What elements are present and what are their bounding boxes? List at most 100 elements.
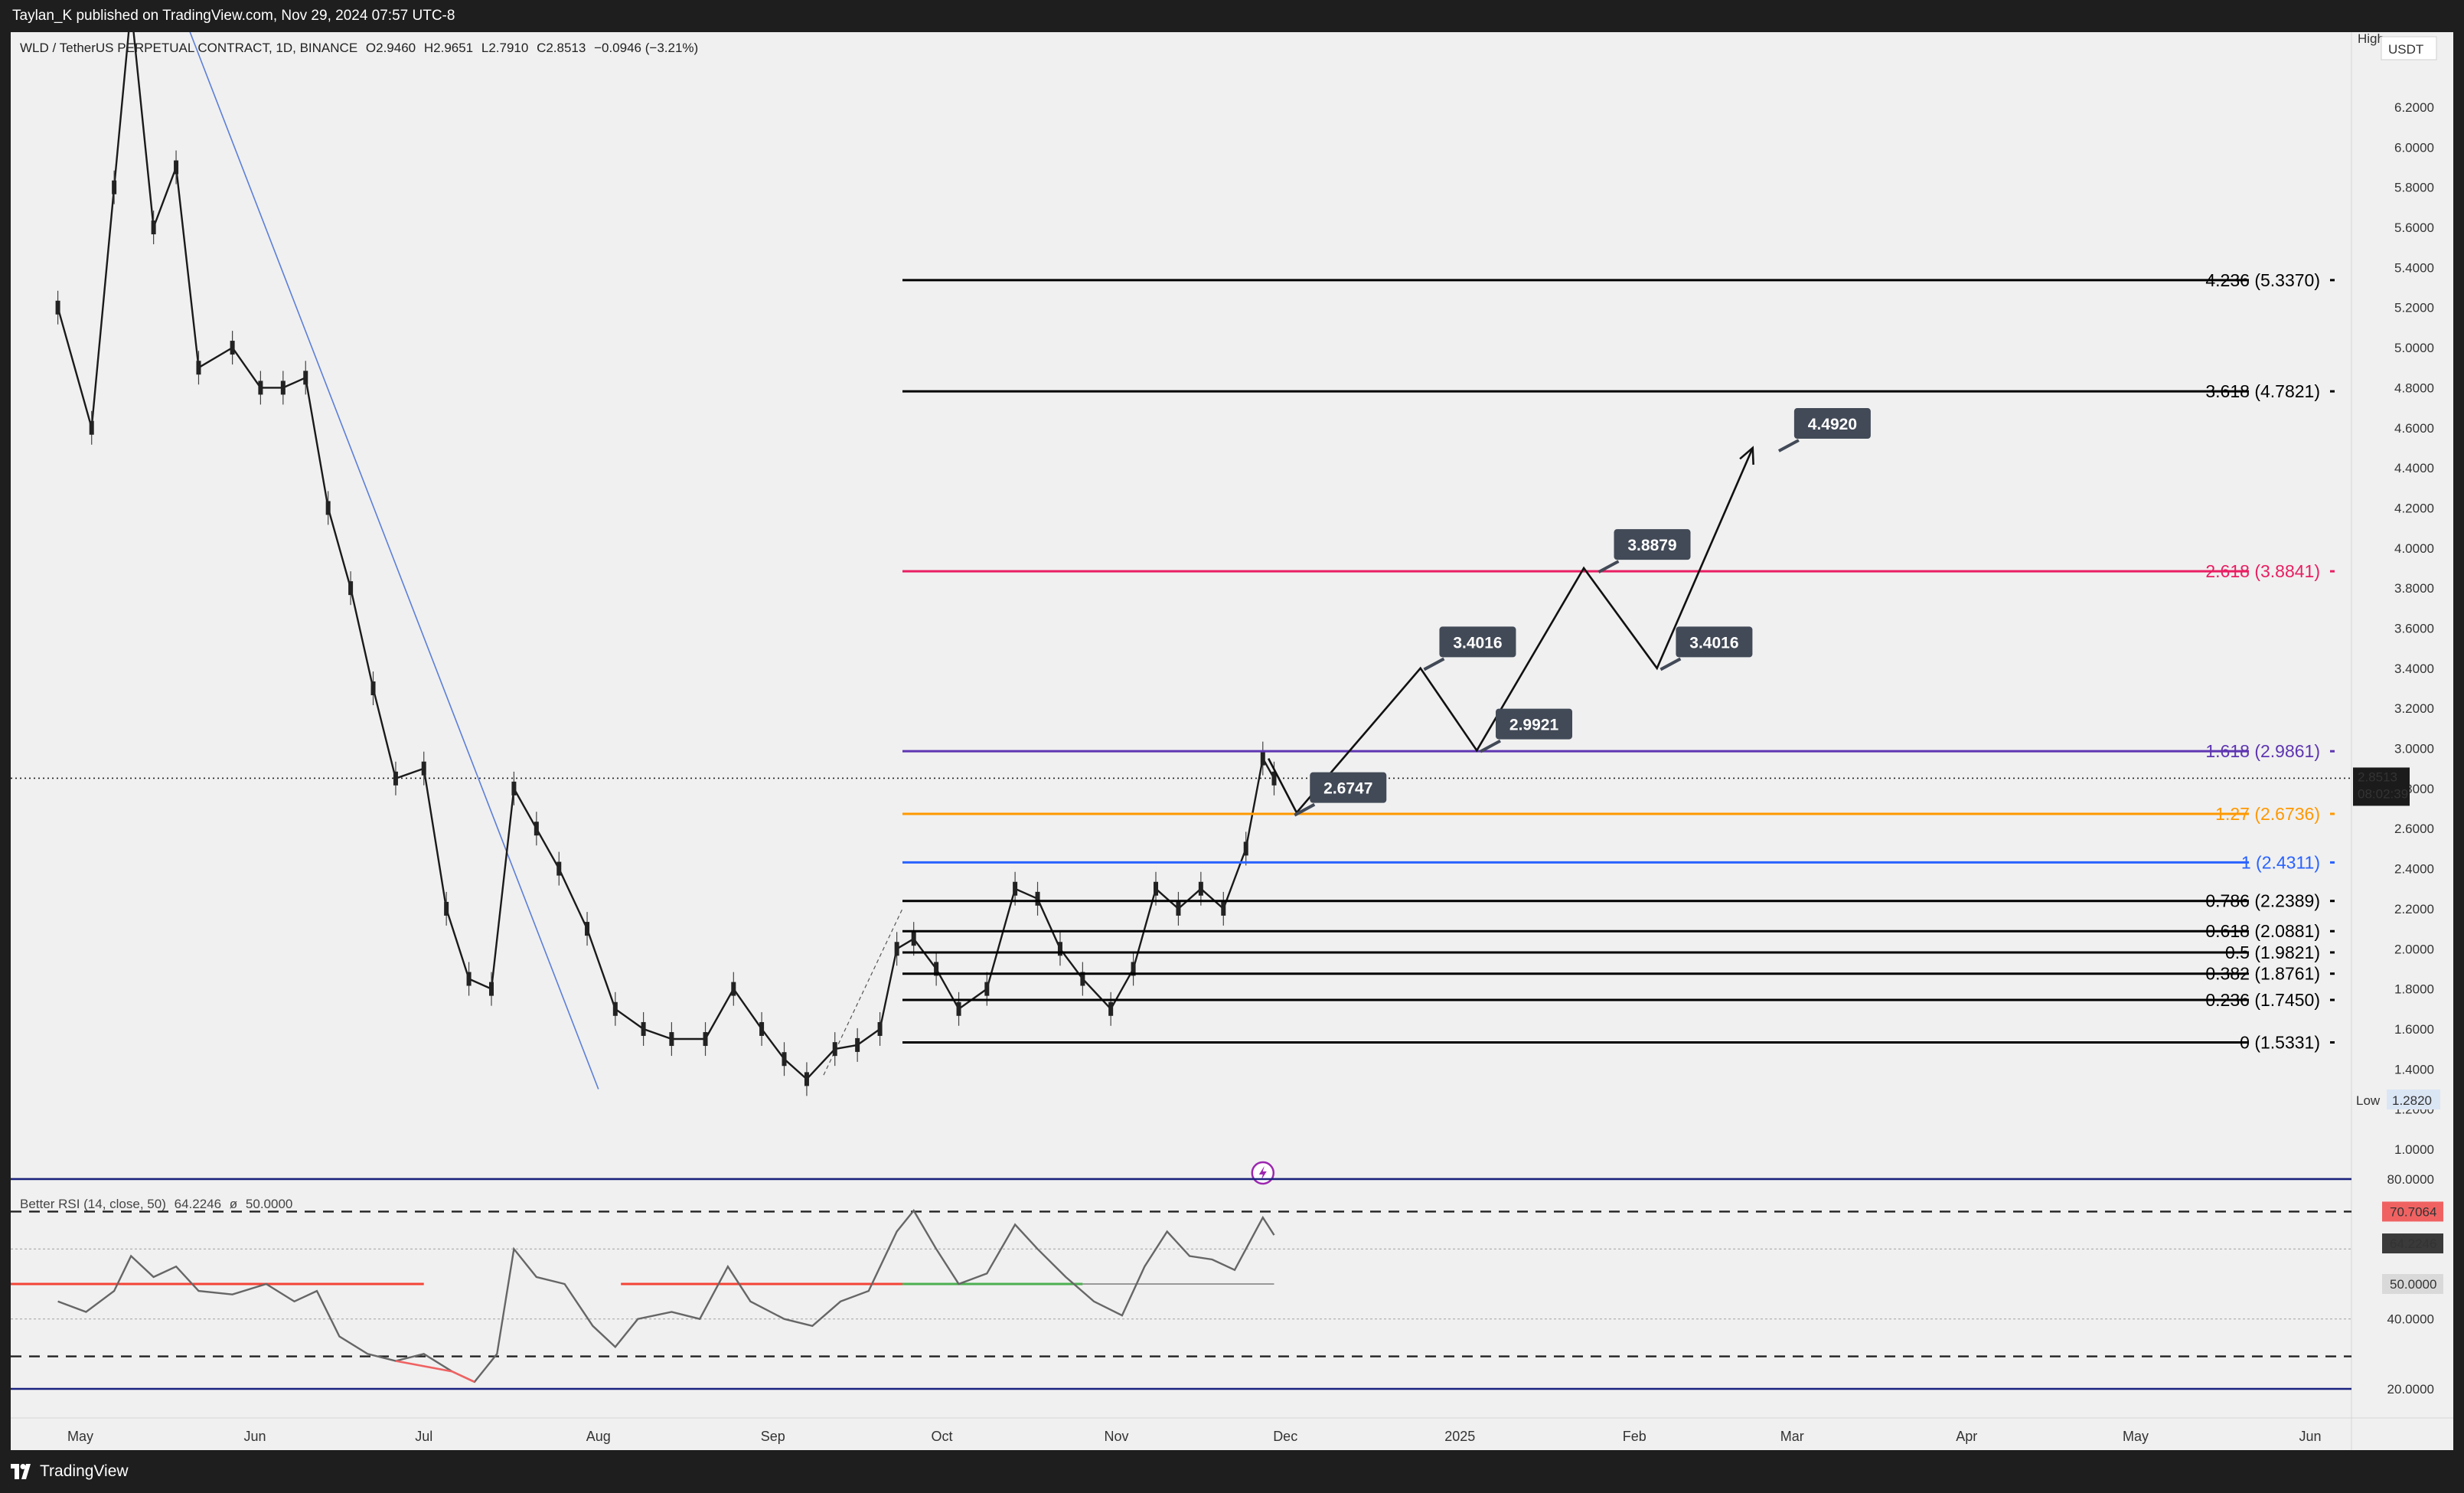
price-axis-ticks: 1.00001.20001.40001.60001.80002.00002.20…	[2394, 100, 2434, 1157]
month-label: Aug	[586, 1429, 611, 1444]
callout-box	[1310, 772, 1387, 803]
downtrend-line	[189, 32, 599, 1090]
price-tick-label: 5.2000	[2394, 301, 2434, 315]
price-candle	[444, 901, 449, 916]
price-candle	[1131, 962, 1136, 976]
price-candle	[1013, 881, 1018, 896]
rsi-mid: 50.0000	[245, 1197, 293, 1211]
price-candle	[877, 1021, 883, 1036]
price-tick-label: 1.0000	[2394, 1142, 2434, 1157]
price-candle	[956, 1001, 961, 1016]
price-tick-label: 4.0000	[2394, 541, 2434, 556]
price-candle	[55, 300, 60, 315]
projection-arrowhead	[1739, 446, 1754, 465]
month-label: 2025	[1444, 1429, 1475, 1444]
price-candle	[421, 761, 426, 776]
callout-pointer	[1294, 802, 1316, 817]
price-tick-label: 5.6000	[2394, 221, 2434, 235]
currency-label: USDT	[2388, 42, 2423, 57]
callout-label: 3.4016	[1689, 634, 1738, 652]
price-candle	[804, 1072, 809, 1086]
rsi-oversold-line	[395, 1360, 475, 1384]
fib-level-label: 1.618 (2.9861)	[2205, 741, 2320, 761]
price-candle	[112, 180, 117, 194]
publisher-text: Taylan_K published on TradingView.com, N…	[12, 8, 455, 24]
footer-brand: TradingView	[40, 1462, 129, 1480]
price-candle	[280, 381, 286, 395]
callout-pointer	[1598, 560, 1620, 573]
price-candle	[641, 1021, 646, 1036]
lightning-glyph	[1258, 1166, 1267, 1180]
price-candle	[934, 962, 939, 976]
currency-box	[2381, 36, 2437, 60]
price-tick-label: 2.6000	[2394, 822, 2434, 836]
callout-label: 4.4920	[1808, 416, 1857, 433]
price-tick-label: 1.6000	[2394, 1022, 2434, 1037]
callout-box	[1614, 529, 1691, 560]
month-label: Mar	[1780, 1429, 1804, 1444]
fib-level-label: 3.618 (4.7821)	[2205, 381, 2320, 401]
chart-area[interactable]: 1.0000 1.2000 1.4000 1.6000 1.8000 2.0000 2.20…	[11, 32, 2453, 1450]
rsi-tick-label: 20.0000	[2387, 1382, 2434, 1397]
price-tick-label: 3.0000	[2394, 742, 2434, 756]
price-candle	[1080, 972, 1085, 986]
ohlc-high: H2.9651	[423, 41, 474, 55]
rsi-value-box	[2382, 1274, 2443, 1294]
fib-level-label: 0.236 (1.7450)	[2205, 990, 2320, 1010]
low-label: Low	[2356, 1093, 2381, 1108]
callout-pointer	[1660, 657, 1682, 671]
price-chart-svg[interactable]: 1.00001.20001.40001.60001.80002.00002.20…	[11, 32, 2453, 1450]
price-tick-label: 5.4000	[2394, 260, 2434, 275]
price-tick-label: 6.2000	[2394, 100, 2434, 115]
price-candle	[1057, 942, 1062, 956]
month-label: Sep	[761, 1429, 785, 1444]
callout-pointer	[1480, 739, 1501, 753]
price-candle	[393, 771, 398, 786]
callout-box	[1793, 408, 1871, 439]
rsi-value-box	[2382, 1233, 2443, 1254]
price-tick-label: 4.4000	[2394, 461, 2434, 475]
price-candle	[703, 1032, 708, 1047]
price-candle	[1154, 881, 1159, 896]
rsi-value-label: 50.0000	[2390, 1277, 2436, 1292]
price-candle	[1035, 891, 1040, 906]
month-label: Dec	[1273, 1429, 1297, 1444]
price-candle	[585, 922, 590, 936]
month-label: Nov	[1105, 1429, 1129, 1444]
fib-level-label: 0.5 (1.9821)	[2225, 943, 2320, 962]
low-value-label: 1.2820	[2392, 1093, 2432, 1108]
fib-level-label: 2.618 (3.8841)	[2205, 561, 2320, 581]
callout-label: 2.6747	[1323, 780, 1372, 798]
month-label: Jun	[244, 1429, 266, 1444]
callout-pointer	[1777, 439, 1800, 452]
month-label: Jul	[415, 1429, 432, 1444]
price-candle	[782, 1052, 787, 1067]
price-candle	[488, 982, 494, 996]
rsi-line	[57, 1208, 1275, 1384]
price-tick-label: 4.8000	[2394, 381, 2434, 395]
price-tick-label: 4.2000	[2394, 501, 2434, 515]
rsi-pane: 20.0000 40.0000 80.0000 70.7064 64.2246 50.00…	[11, 1172, 2443, 1397]
fib-level-label: 0 (1.5331)	[2240, 1032, 2320, 1052]
price-tick-label: 5.8000	[2394, 181, 2434, 195]
month-label: Oct	[931, 1429, 952, 1444]
callout-box	[1496, 708, 1573, 740]
price-candle	[556, 861, 562, 876]
price-candle	[258, 381, 263, 395]
price-tick-label: 2.4000	[2394, 862, 2434, 877]
price-candle	[174, 160, 179, 175]
price-tick-label: 5.0000	[2394, 341, 2434, 355]
rsi-tick-label: 40.0000	[2387, 1312, 2434, 1327]
tradingview-logo-icon	[11, 1464, 31, 1479]
fib-level-label: 0.786 (2.2389)	[2205, 891, 2320, 911]
current-price-box	[2353, 767, 2410, 806]
price-candle	[1108, 1001, 1114, 1016]
callout-label: 3.4016	[1453, 634, 1502, 652]
callout-label: 3.8879	[1627, 537, 1676, 554]
price-candle	[534, 822, 539, 836]
price-tick-label: 2.0000	[2394, 942, 2434, 956]
price-candle	[230, 341, 235, 355]
ohlc-open: O2.9460	[365, 41, 416, 55]
price-tick-label: 3.4000	[2394, 662, 2434, 676]
current-price-label: 2.8513	[2358, 769, 2397, 784]
